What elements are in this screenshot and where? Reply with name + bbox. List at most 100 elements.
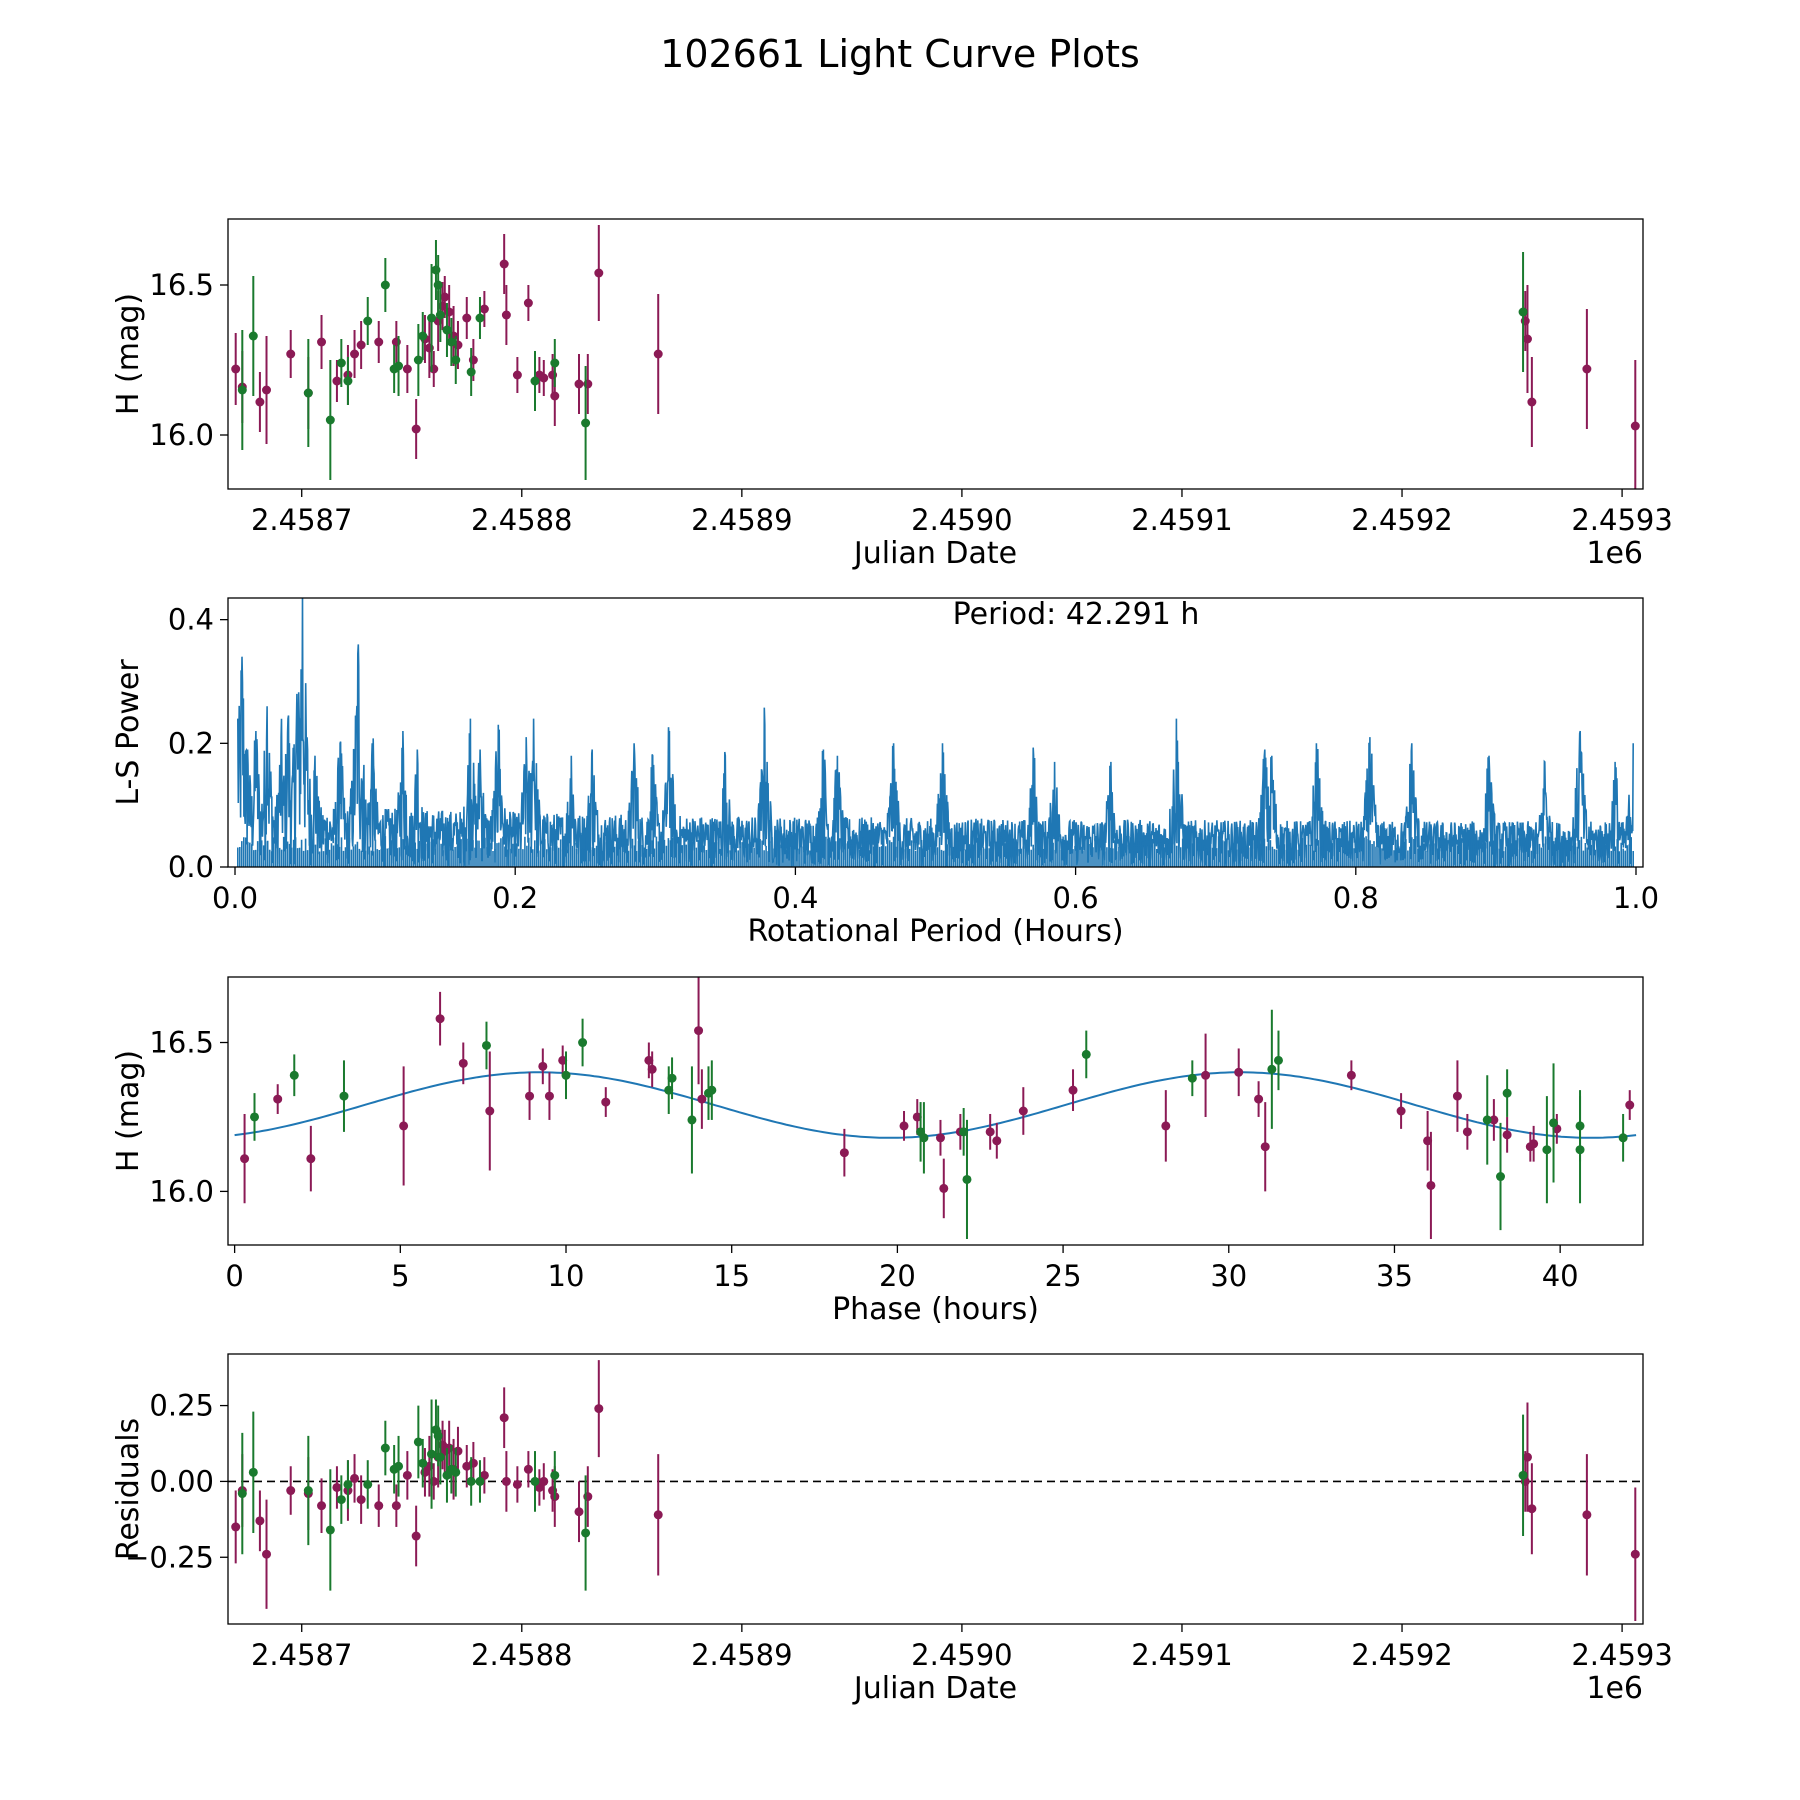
data-point-g	[1575, 1145, 1585, 1155]
data-point-r	[231, 1522, 241, 1532]
data-point-r	[306, 1154, 316, 1164]
data-point-r	[697, 1094, 707, 1104]
data-point-g	[336, 1495, 346, 1505]
periodogram-line	[237, 598, 1634, 867]
ls-power-fill	[237, 836, 1634, 867]
x-tick-label: 2.4592	[1351, 503, 1452, 537]
data-point-r	[374, 1501, 384, 1511]
x-offset-label: 1e6	[1586, 536, 1643, 571]
data-point-g	[962, 1174, 972, 1184]
x-tick-label: 2.4589	[691, 503, 792, 537]
data-point-g	[481, 1040, 491, 1050]
x-tick-label: 10	[548, 1259, 585, 1293]
data-point-r	[1489, 1115, 1499, 1125]
data-point-r	[1068, 1085, 1078, 1095]
data-point-r	[644, 1055, 654, 1065]
data-point-g	[530, 1476, 540, 1486]
y-tick-label: 16.0	[149, 1174, 214, 1208]
data-point-g	[418, 1458, 428, 1468]
data-point-r	[317, 337, 327, 347]
data-point-g	[380, 280, 390, 290]
data-point-g	[325, 1525, 335, 1535]
x-tick-label: 5	[391, 1259, 409, 1293]
data-point-r	[1582, 1510, 1592, 1520]
period-annotation: Period: 42.291 h	[953, 597, 1200, 632]
data-points	[231, 225, 1640, 489]
data-point-g	[427, 313, 437, 323]
data-point-g	[442, 325, 452, 335]
data-point-g	[237, 1489, 247, 1499]
x-tick-label: 2.4588	[471, 503, 572, 537]
x-tick-label: 0.0	[212, 881, 258, 915]
data-point-g	[451, 355, 461, 365]
data-point-g	[1518, 1470, 1528, 1480]
x-tick-label: 2.4591	[1131, 503, 1232, 537]
data-point-g	[475, 313, 485, 323]
data-point-r	[499, 1413, 509, 1423]
data-point-g	[343, 376, 353, 386]
data-point-g	[530, 376, 540, 386]
panel-lightcurve: 2.4587 2.4588 2.4589 2.4590 2.4591 2.4592 2.45…	[111, 218, 1673, 571]
figure-title: 102661 Light Curve Plots	[660, 32, 1140, 76]
data-point-g	[1502, 1088, 1512, 1098]
data-points	[240, 977, 1635, 1240]
data-point-r	[402, 364, 412, 374]
panel-phased: 0 5 10 15 20 25 30 35 40 16.0 16.5 Phase (hours) H (…	[111, 976, 1644, 1327]
y-tick-label: 16.0	[149, 418, 214, 452]
y-tick-label: −0.25	[125, 1540, 214, 1574]
x-tick-label: 30	[1210, 1259, 1247, 1293]
data-point-r	[1529, 1139, 1539, 1149]
data-point-r	[1396, 1106, 1406, 1116]
data-point-r	[1527, 397, 1537, 407]
data-point-r	[594, 268, 604, 278]
data-point-r	[1630, 1549, 1640, 1559]
data-point-r	[240, 1154, 250, 1164]
data-point-r	[539, 373, 549, 383]
y-tick-label: 0.2	[168, 726, 214, 760]
x-tick-label: 2.4590	[911, 1638, 1012, 1672]
data-point-r	[1625, 1100, 1635, 1110]
data-point-g	[578, 1038, 588, 1048]
data-point-g	[664, 1085, 674, 1095]
y-tick-label: 0.25	[149, 1389, 214, 1423]
data-point-r	[538, 1061, 548, 1071]
data-point-r	[653, 1510, 663, 1520]
data-point-r	[574, 379, 584, 389]
x-tick-label: 2.4587	[251, 503, 352, 537]
data-point-g	[394, 1461, 404, 1471]
panel-residuals: 2.4587 2.4588 2.4589 2.4590 2.4591 2.4592 2.45…	[111, 1353, 1673, 1706]
data-point-r	[574, 1507, 584, 1517]
data-point-r	[512, 1479, 522, 1489]
x-tick-label: 40	[1542, 1259, 1579, 1293]
x-tick-label: 1.0	[1613, 881, 1659, 915]
data-point-g	[581, 1528, 591, 1538]
data-point-r	[601, 1097, 611, 1107]
data-point-g	[451, 1467, 461, 1477]
data-point-g	[466, 1476, 476, 1486]
x-tick-label: 35	[1376, 1259, 1413, 1293]
data-point-g	[707, 1085, 717, 1095]
data-point-g	[1549, 1118, 1559, 1128]
data-point-g	[1518, 307, 1528, 317]
data-point-r	[1260, 1142, 1270, 1152]
x-offset-label: 1e6	[1586, 1671, 1643, 1706]
data-point-r	[550, 391, 560, 401]
data-point-g	[1267, 1064, 1277, 1074]
x-tick-label: 0	[225, 1259, 243, 1293]
data-point-r	[273, 1094, 283, 1104]
x-tick-label: 20	[879, 1259, 916, 1293]
data-point-r	[647, 1064, 657, 1074]
y-axis-label: H (mag)	[111, 293, 146, 415]
data-point-g	[435, 310, 445, 320]
data-point-r	[391, 1501, 401, 1511]
data-point-g	[919, 1133, 929, 1143]
data-point-r	[332, 1482, 342, 1492]
data-point-r	[1201, 1070, 1211, 1080]
data-point-r	[1346, 1070, 1356, 1080]
data-point-r	[1161, 1121, 1171, 1131]
data-point-g	[667, 1073, 677, 1083]
ls-power-line	[237, 598, 1634, 867]
data-point-g	[550, 358, 560, 368]
